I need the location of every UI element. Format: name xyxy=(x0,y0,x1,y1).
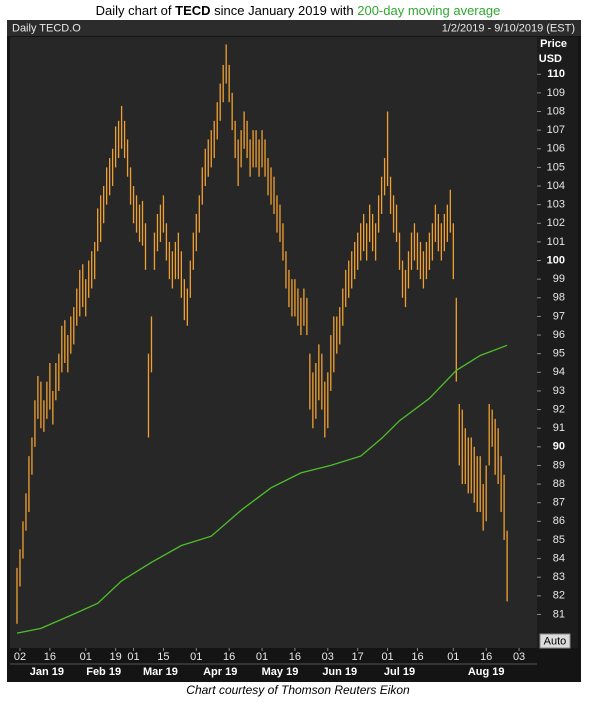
y-tick-label: 105 xyxy=(547,161,565,173)
month-label: Apr 19 xyxy=(203,666,237,678)
title-highlight: 200-day moving average xyxy=(357,3,500,18)
panel-header xyxy=(7,20,581,36)
y-tick-label: 90 xyxy=(553,441,565,453)
y-tick-label: 95 xyxy=(553,348,565,360)
moving-average-line xyxy=(16,344,508,634)
y-tick-label: 110 xyxy=(547,68,565,80)
y-tick-label: 102 xyxy=(547,217,565,229)
x-tick-label: 16 xyxy=(480,651,492,663)
panel-label: Daily TECD.O xyxy=(12,22,81,34)
date-range: 1/2/2019 - 9/10/2019 (EST) xyxy=(442,22,575,34)
x-tick-label: 03 xyxy=(513,651,525,663)
title-text: since January 2019 with xyxy=(211,3,358,18)
x-tick-label: 16 xyxy=(44,651,56,663)
y-tick-label: 97 xyxy=(553,310,565,322)
plot-area xyxy=(10,37,537,648)
y-tick-label: 89 xyxy=(553,459,565,471)
y-tick-label: 103 xyxy=(547,199,565,211)
caption: Chart courtesy of Thomson Reuters Eikon xyxy=(186,683,410,697)
auto-button[interactable] xyxy=(539,633,571,649)
y-axis-label: Price xyxy=(540,38,567,50)
y-tick-label: 85 xyxy=(553,534,565,546)
y-tick-label: 88 xyxy=(553,478,565,490)
title-ticker: TECD xyxy=(175,3,210,18)
y-tick-label: 104 xyxy=(547,180,565,192)
y-axis-label: USD xyxy=(539,53,562,65)
month-label: Mar 19 xyxy=(143,666,178,678)
y-tick-label: 87 xyxy=(553,497,565,509)
y-tick-label: 82 xyxy=(553,590,565,602)
y-tick-label: 84 xyxy=(553,552,565,564)
month-label: Jul 19 xyxy=(384,666,415,678)
month-label: Jun 19 xyxy=(322,666,357,678)
x-tick-label: 03 xyxy=(322,651,334,663)
x-tick-label: 17 xyxy=(352,651,364,663)
y-tick-label: 93 xyxy=(553,385,565,397)
month-label: Feb 19 xyxy=(86,666,121,678)
y-tick-label: 106 xyxy=(547,143,565,155)
x-tick-label: 01 xyxy=(447,651,459,663)
x-tick-label: 01 xyxy=(256,651,268,663)
chart-title: Daily chart of TECD since January 2019 w… xyxy=(96,3,501,18)
y-axis-area xyxy=(537,37,578,648)
y-tick-label: 83 xyxy=(553,571,565,583)
y-tick-label: 91 xyxy=(553,422,565,434)
y-tick-label: 101 xyxy=(547,236,565,248)
y-tick-label: 94 xyxy=(553,366,565,378)
x-tick-label: 02 xyxy=(14,651,26,663)
x-tick-label: 01 xyxy=(190,651,202,663)
y-tick-label: 108 xyxy=(547,105,565,117)
x-tick-label: 16 xyxy=(411,651,423,663)
month-label: Jan 19 xyxy=(30,666,64,678)
title-text: Daily chart of xyxy=(96,3,175,18)
x-tick-label: 01 xyxy=(127,651,139,663)
auto-button-label[interactable]: Auto xyxy=(544,635,567,647)
y-tick-label: 81 xyxy=(553,608,565,620)
y-tick-label: 109 xyxy=(547,87,565,99)
x-tick-label: 01 xyxy=(381,651,393,663)
y-tick-label: 98 xyxy=(553,292,565,304)
x-tick-label: 01 xyxy=(80,651,92,663)
x-tick-label: 16 xyxy=(289,651,301,663)
x-tick-label: 15 xyxy=(157,651,169,663)
y-tick-label: 100 xyxy=(547,254,565,266)
y-tick-label: 96 xyxy=(553,329,565,341)
y-tick-label: 99 xyxy=(553,273,565,285)
x-tick-label: 16 xyxy=(223,651,235,663)
y-tick-label: 86 xyxy=(553,515,565,527)
month-label: Aug 19 xyxy=(468,666,505,678)
y-tick-label: 92 xyxy=(553,403,565,415)
y-tick-label: 107 xyxy=(547,124,565,136)
x-tick-label: 19 xyxy=(109,651,121,663)
month-label: May 19 xyxy=(262,666,299,678)
